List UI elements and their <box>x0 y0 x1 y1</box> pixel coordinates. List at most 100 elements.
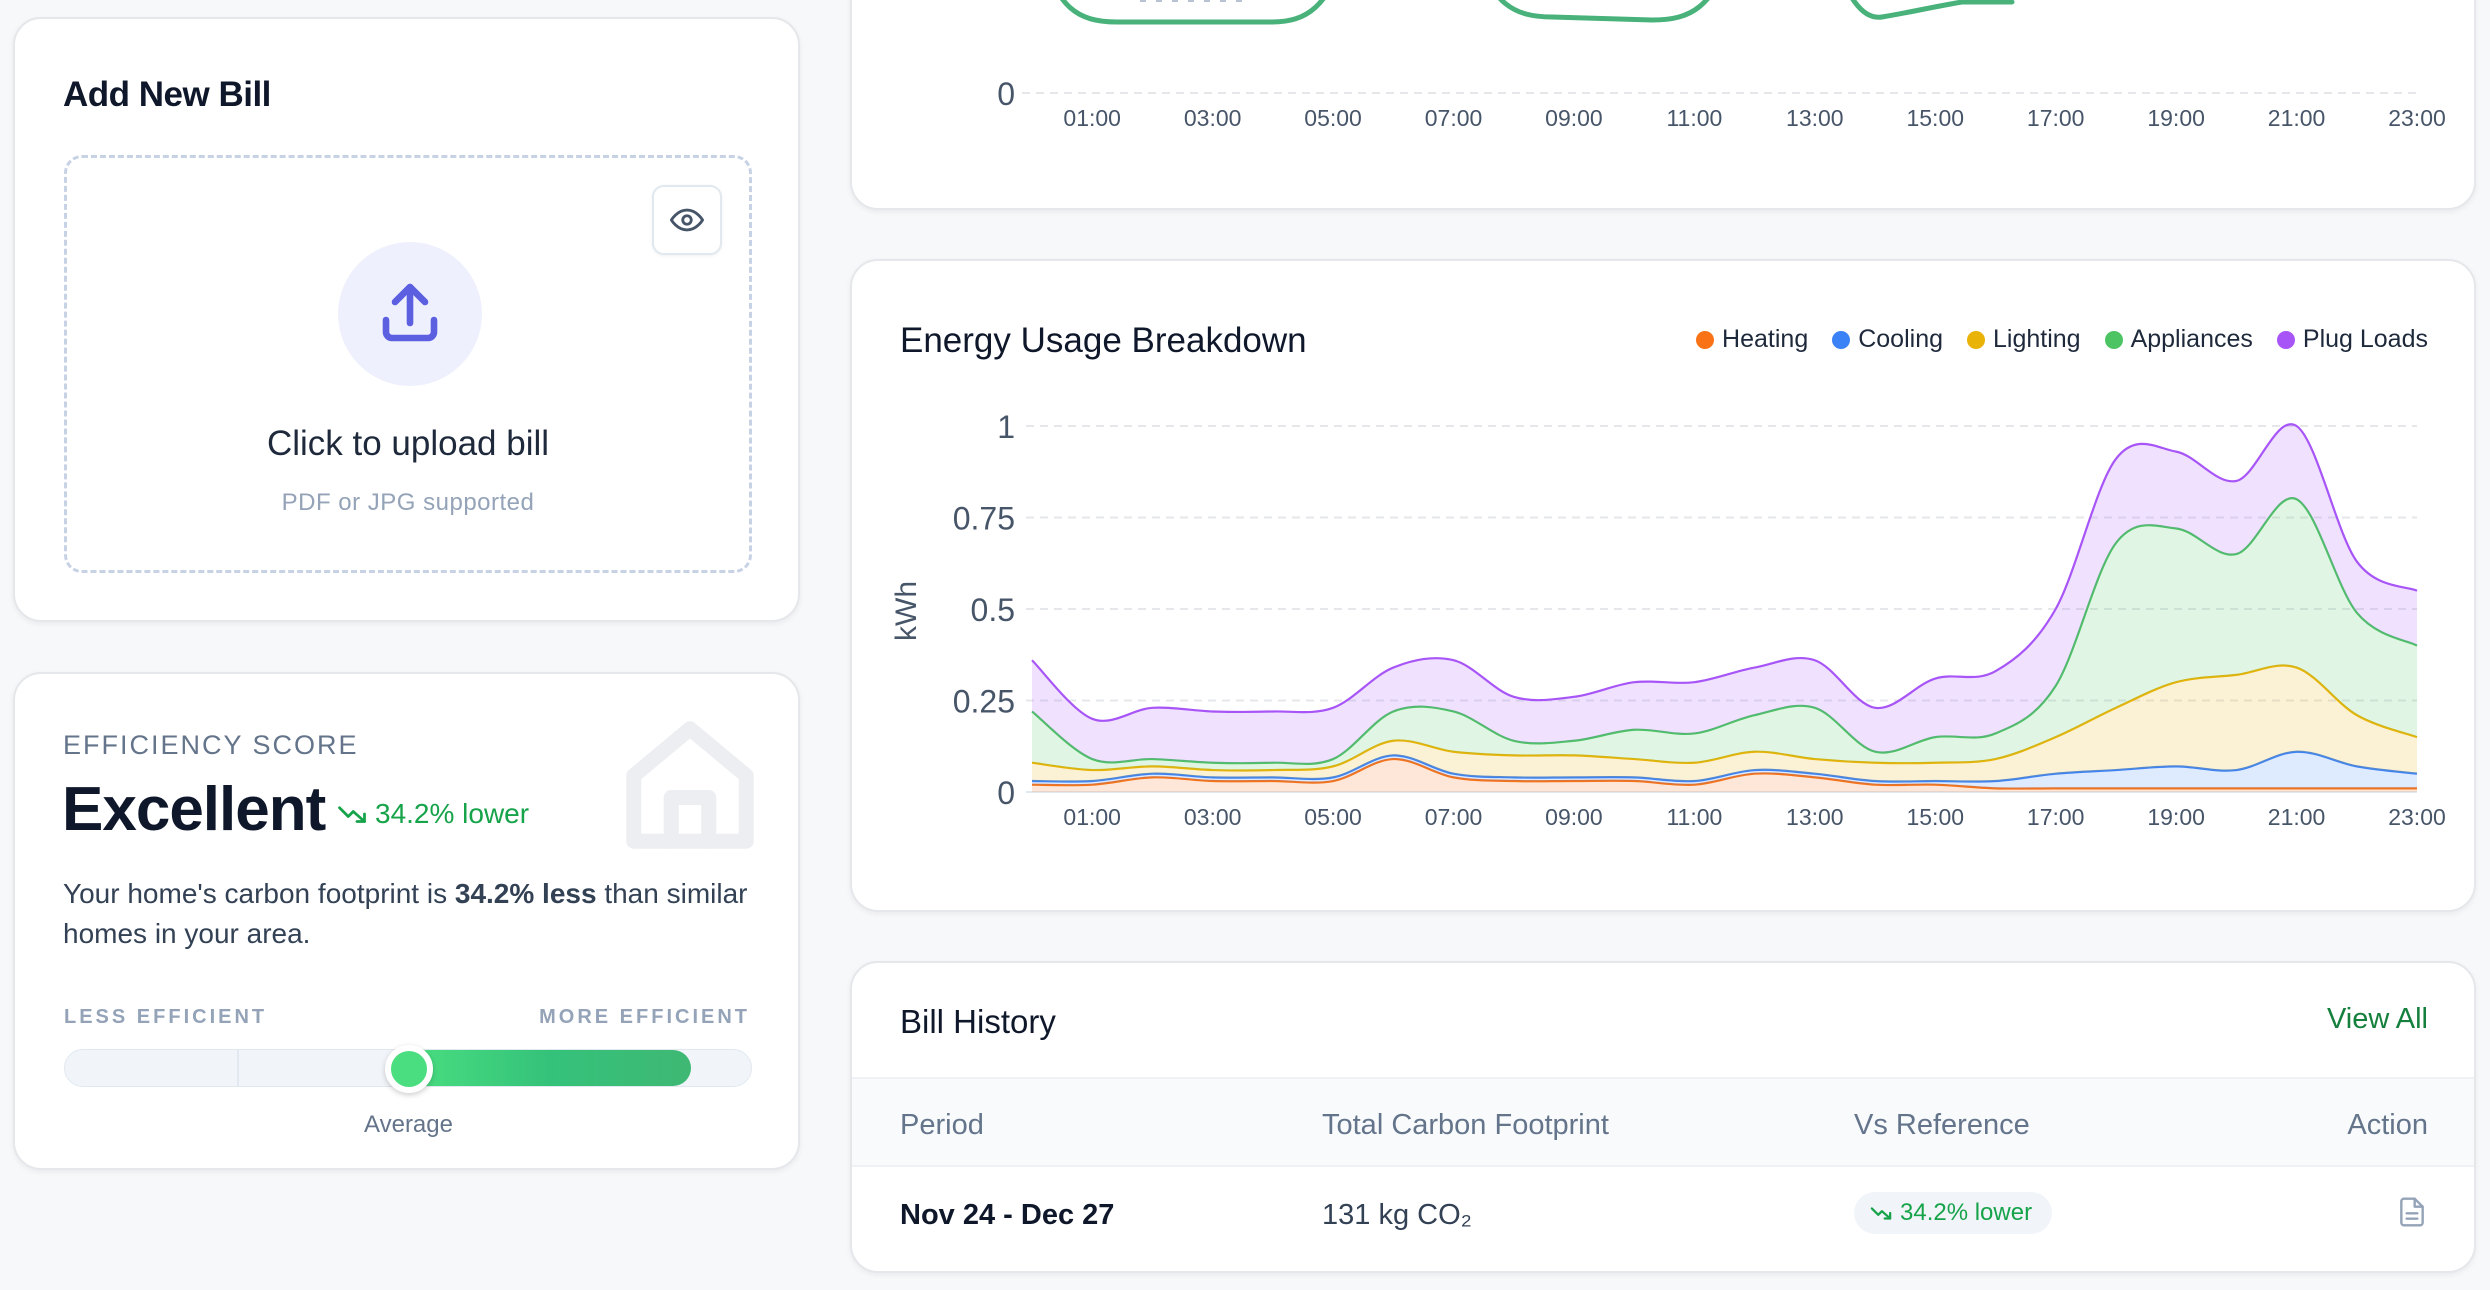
legend-item-appliances: Appliances <box>2104 325 2253 354</box>
upload-hint: PDF or JPG supported <box>281 489 535 516</box>
area-lighting <box>1032 665 2417 782</box>
y-axis-label: kWh <box>890 581 923 641</box>
preview-button[interactable] <box>652 185 722 255</box>
energy-breakdown-card: 0 0.25 0.5 0.75 1 kWh 01:00 03:00 05:00 07:00 09:0… <box>850 259 2476 912</box>
add-bill-card: Add New Bill Click to upload bill PDF or… <box>13 17 800 622</box>
legend-dot <box>1967 330 1985 349</box>
upload-title: Click to upload bill <box>266 424 550 463</box>
document-icon[interactable] <box>2396 1196 2428 1228</box>
view-all-link[interactable]: View All <box>2326 1003 2428 1035</box>
legend-dot <box>1832 330 1851 349</box>
column-header-period: Period <box>900 1109 984 1141</box>
x-tick-label: 05:00 <box>1304 804 1362 830</box>
legend-item-cooling: Cooling <box>1832 325 1943 354</box>
desc-suffix: than similar homes in your area. <box>63 878 748 949</box>
scale-divider <box>237 1050 239 1086</box>
efficiency-score-card: EFFICIENCY SCORE Excellent 34.2% lower Y… <box>13 672 800 1170</box>
row-total-footprint: 131 kg CO₂ <box>1322 1199 1472 1231</box>
legend-item-plug-loads: Plug Loads <box>2276 325 2428 354</box>
line-lighting <box>1031 664 2418 772</box>
legend-dot <box>2104 330 2123 349</box>
y-tick-label: 1 <box>997 409 1015 445</box>
legend-dot <box>2276 330 2295 349</box>
top-line-chart: 0 01:00 03:00 05:00 07:00 09:00 11:00 13:00 15:0… <box>997 0 2446 131</box>
efficiency-scale-track <box>64 1045 752 1093</box>
y-tick-label: 0.75 <box>953 501 1015 537</box>
table-header: Period Total Carbon Footprint Vs Referen… <box>852 1077 2474 1167</box>
bill-history-card: Bill History View All Period Total Carbo… <box>850 961 2476 1273</box>
x-tick-label: 21:00 <box>2268 804 2326 830</box>
status-badge: 34.2% lower <box>1854 1192 2053 1234</box>
x-tick-label: 13:00 <box>1786 105 1844 131</box>
bill-upload-dropzone[interactable]: Click to upload bill PDF or JPG supporte… <box>64 155 752 573</box>
x-tick-label: 21:00 <box>2268 105 2326 131</box>
legend-item-lighting: Lighting <box>1967 325 2081 354</box>
chart-line <box>1850 0 2015 20</box>
x-tick-label: 15:00 <box>1906 804 1964 830</box>
y-tick-label: 0 <box>997 76 1015 112</box>
legend-label: Heating <box>1722 325 1809 353</box>
status-badge-text: 34.2% lower <box>1900 1199 2033 1226</box>
add-bill-title: Add New Bill <box>63 75 271 114</box>
y-tick-label: 0.25 <box>953 684 1015 720</box>
desc-prefix: Your home's carbon footprint is <box>63 878 455 909</box>
efficiency-trend-text: 34.2% lower <box>375 798 530 829</box>
x-tick-label: 03:00 <box>1184 105 1242 131</box>
chart-legend: Heating Cooling Lighting Appliances Plug Loa… <box>1696 325 2428 354</box>
row-period: Nov 24 - Dec 27 <box>900 1199 1115 1231</box>
column-header-vs: Vs Reference <box>1854 1109 2030 1141</box>
efficiency-description: Your home's carbon footprint is 34.2% le… <box>63 874 763 954</box>
line-heating <box>1031 757 2417 790</box>
x-tick-label: 01:00 <box>1063 105 1121 131</box>
bill-history-title: Bill History <box>900 1003 1056 1040</box>
x-tick-label: 01:00 <box>1063 804 1121 830</box>
x-tick-label: 23:00 <box>2388 804 2446 830</box>
legend-label: Appliances <box>2130 325 2253 353</box>
efficiency-scale-indicator <box>385 1045 433 1093</box>
energy-area-chart: 0 0.25 0.5 0.75 1 kWh 01:00 03:00 05:00 07:00 09:0… <box>890 409 2446 830</box>
line-cooling <box>1031 750 2418 783</box>
column-header-action: Action <box>2347 1109 2428 1141</box>
area-heating <box>1032 759 2417 792</box>
scale-left-label: LESS EFFICIENT <box>64 1006 268 1028</box>
trend-down-icon <box>338 806 366 823</box>
top-chart-card: 0 01:00 03:00 05:00 07:00 09:00 11:00 13:00 15:0… <box>850 0 2476 210</box>
x-tick-label: 03:00 <box>1184 804 1242 830</box>
efficiency-trend: 34.2% lower <box>337 798 529 830</box>
y-tick-label: 0 <box>997 775 1015 811</box>
scale-right-label: MORE EFFICIENT <box>539 1006 750 1028</box>
efficiency-scale-fill <box>409 1050 692 1086</box>
upload-icon <box>382 283 438 342</box>
house-icon <box>626 721 754 849</box>
y-tick-label: 0.5 <box>971 592 1015 628</box>
legend-dot <box>1696 330 1715 349</box>
chart-line <box>1060 0 1326 25</box>
area-appliances <box>1032 498 2417 771</box>
chart-line <box>1498 0 1710 23</box>
x-tick-label: 09:00 <box>1545 804 1603 830</box>
x-tick-label: 15:00 <box>1906 105 1964 131</box>
x-tick-label: 19:00 <box>2147 105 2205 131</box>
trend-down-icon <box>1870 1207 1892 1220</box>
desc-highlight: 34.2% less <box>454 878 597 909</box>
legend-label: Plug Loads <box>2302 325 2428 353</box>
legend-label: Cooling <box>1858 325 1943 353</box>
x-tick-label: 17:00 <box>2027 105 2085 131</box>
x-tick-label: 11:00 <box>1666 105 1722 131</box>
efficiency-rating: Excellent <box>62 775 326 844</box>
efficiency-label: EFFICIENCY SCORE <box>63 730 359 760</box>
line-appliances <box>1031 497 2418 765</box>
breakdown-title: Energy Usage Breakdown <box>900 321 1307 360</box>
x-tick-label: 07:00 <box>1425 804 1483 830</box>
eye-icon <box>670 208 704 232</box>
x-tick-label: 07:00 <box>1425 105 1483 131</box>
x-tick-label: 23:00 <box>2388 105 2446 131</box>
x-tick-label: 19:00 <box>2147 804 2205 830</box>
x-tick-label: 05:00 <box>1304 105 1362 131</box>
x-tick-label: 11:00 <box>1666 804 1722 830</box>
area-plug-loads <box>1032 424 2417 764</box>
x-tick-label: 09:00 <box>1545 105 1603 131</box>
line-plug-loads <box>1031 423 2418 722</box>
legend-item-heating: Heating <box>1696 325 1808 354</box>
upload-icon-circle <box>338 242 482 386</box>
